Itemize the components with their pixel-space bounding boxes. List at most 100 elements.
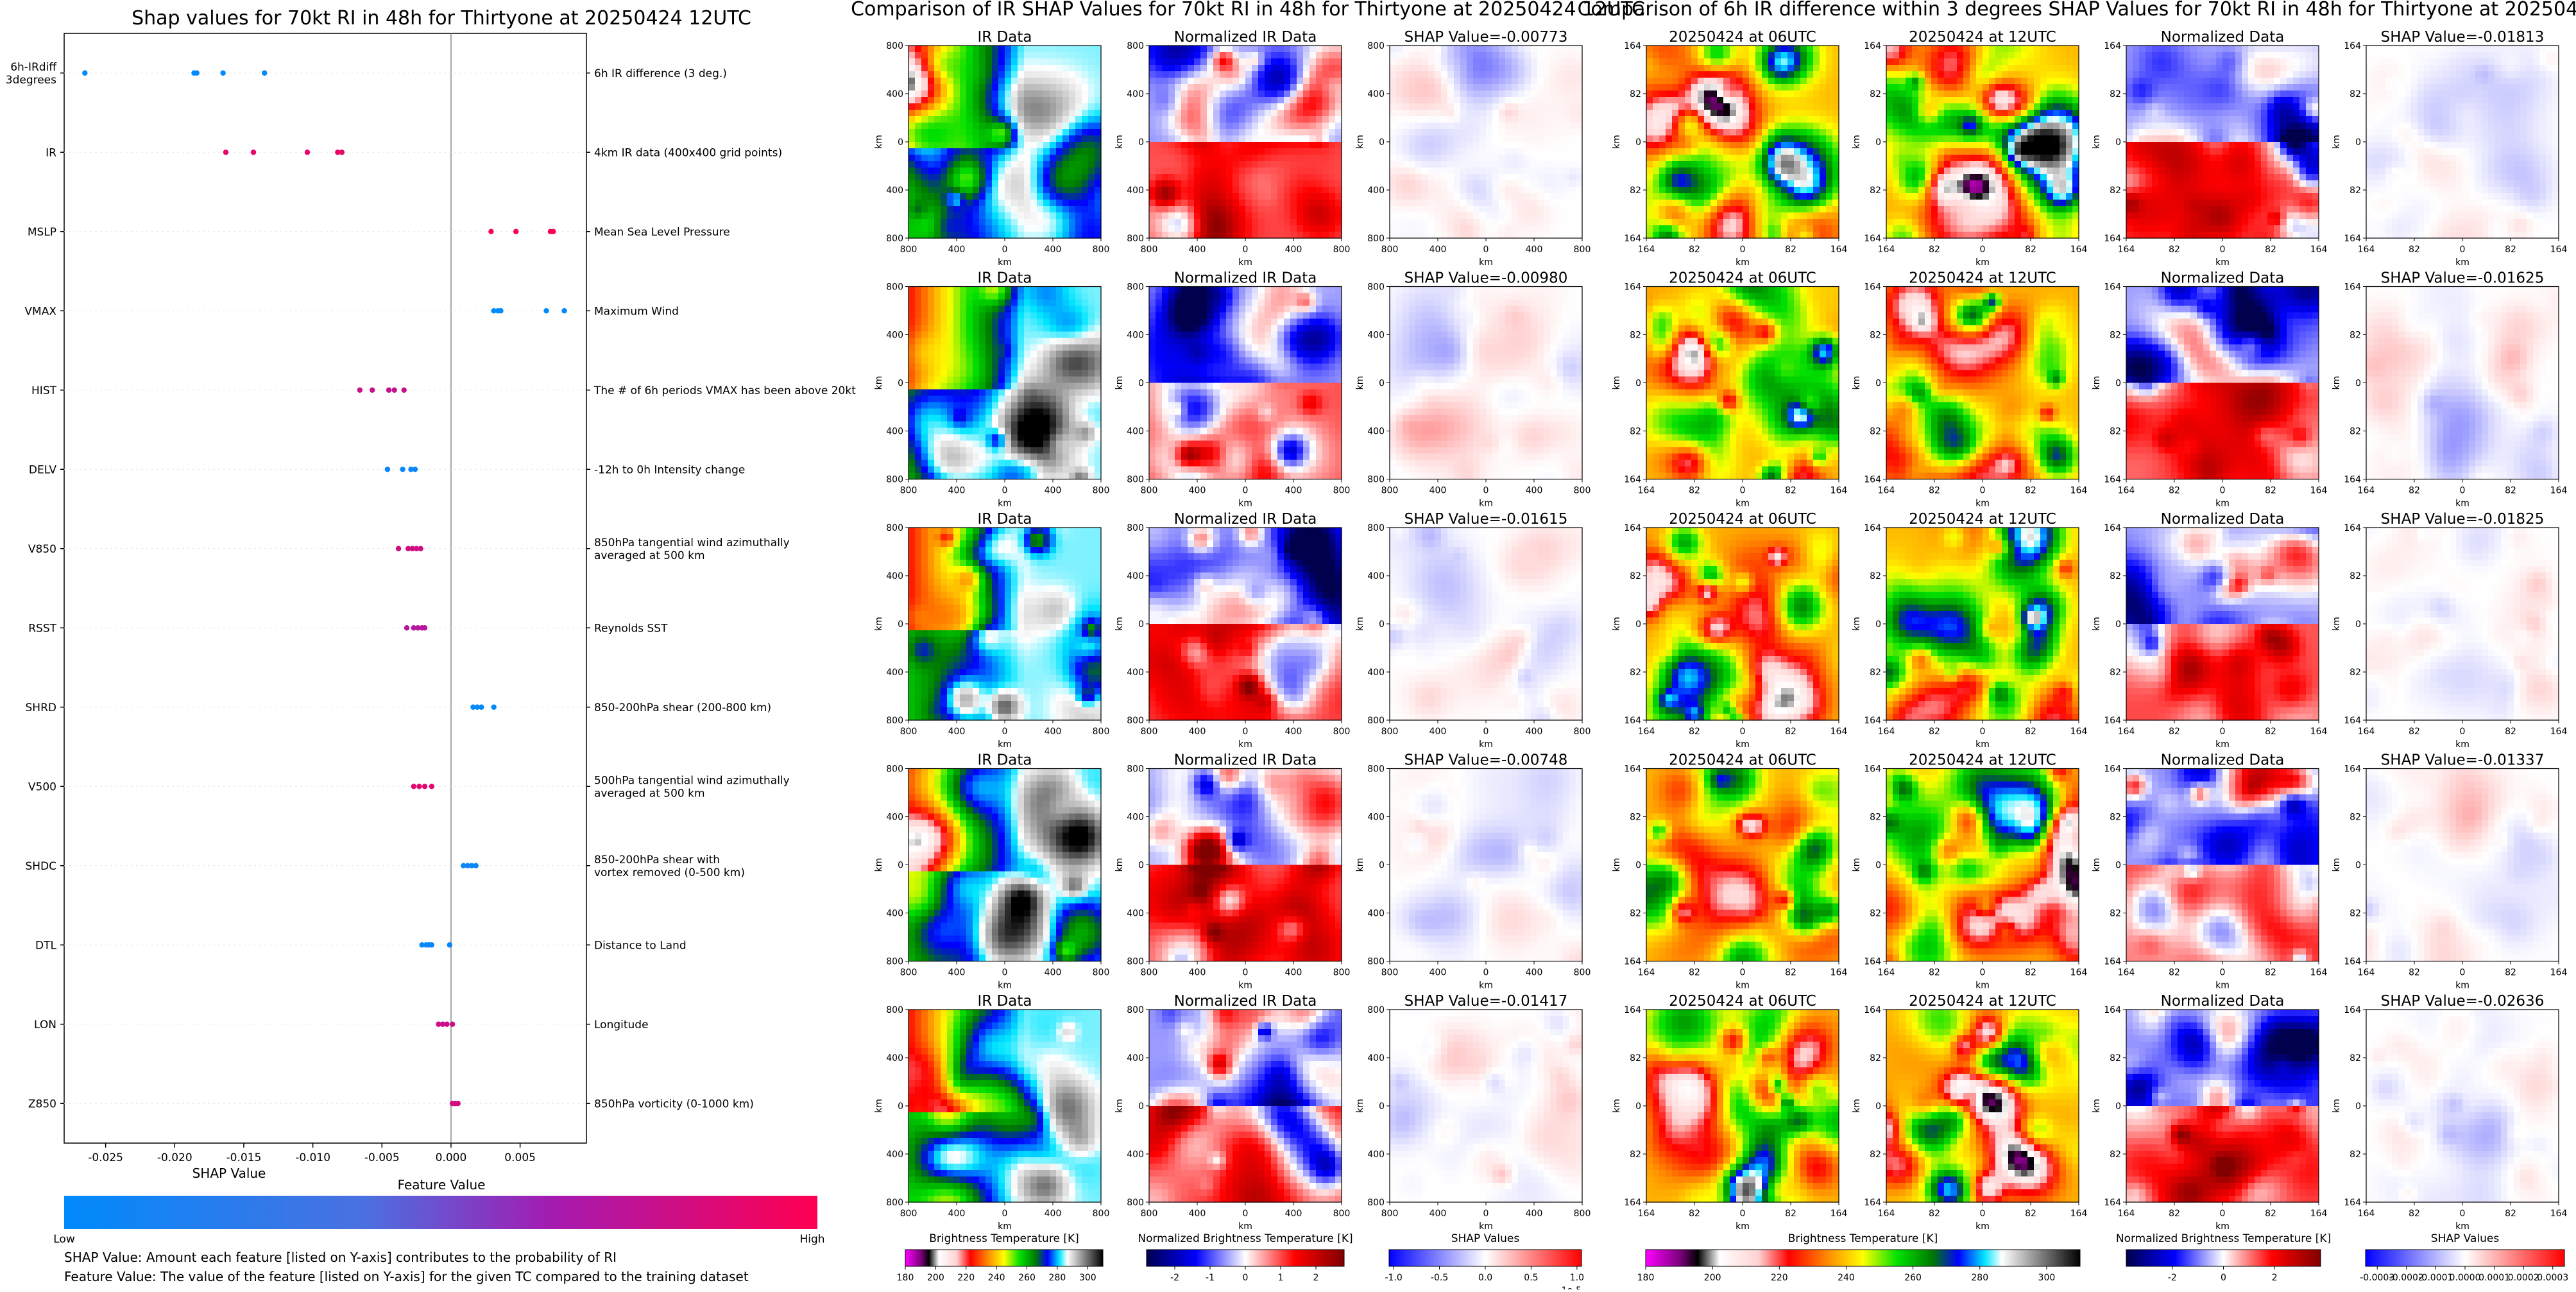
heatmap-cell <box>1505 168 1512 175</box>
heatmap-cell <box>908 396 916 403</box>
heatmap-cell <box>1447 135 1454 142</box>
heatmap-cell <box>1194 287 1201 294</box>
heatmap-cell <box>1473 232 1480 239</box>
heatmap-cell <box>1454 110 1461 117</box>
heatmap-cell <box>1149 306 1156 313</box>
heatmap-cell <box>1213 306 1220 313</box>
heatmap-cell <box>1415 103 1422 110</box>
heatmap-cell <box>1409 142 1416 149</box>
heatmap-cell <box>1422 116 1429 123</box>
heatmap-cell <box>973 435 980 442</box>
heatmap-cell <box>1258 415 1265 422</box>
heatmap-cell <box>1512 180 1519 187</box>
heatmap-cell <box>1316 187 1323 194</box>
heatmap-cell <box>1162 313 1169 320</box>
heatmap-cell <box>1005 180 1012 187</box>
heatmap-cell <box>1181 71 1188 78</box>
heatmap-cell <box>1467 58 1474 65</box>
heatmap-cell <box>1499 193 1506 200</box>
heatmap-cell <box>1207 103 1214 110</box>
heatmap-cell <box>1441 155 1448 162</box>
heatmap-cell <box>941 129 948 136</box>
heatmap-cell <box>1233 415 1240 422</box>
heatmap-cell <box>1188 293 1195 300</box>
heatmap-cell <box>1277 174 1284 181</box>
heatmap-cell <box>934 135 941 142</box>
heatmap-cell <box>1213 293 1220 300</box>
heatmap-cell <box>1415 97 1422 104</box>
heatmap-cell <box>1537 212 1544 220</box>
heatmap-cell <box>1168 193 1175 200</box>
heatmap-cell <box>1175 345 1182 352</box>
heatmap-cell <box>1531 90 1538 98</box>
heatmap-cell <box>1043 97 1050 104</box>
heatmap-cell <box>1043 390 1050 397</box>
heatmap-cell <box>1188 187 1195 194</box>
heatmap-cell <box>1518 129 1525 136</box>
heatmap-cell <box>1322 168 1329 175</box>
heatmap-cell <box>1409 174 1416 181</box>
heatmap-cell <box>1390 52 1397 59</box>
heatmap-cell <box>985 142 993 149</box>
x-tick-label: 800 <box>900 245 917 255</box>
heatmap-cell <box>1277 180 1284 187</box>
heatmap-cell <box>921 332 928 339</box>
heatmap-cell <box>1156 180 1163 187</box>
heatmap-cell <box>1056 300 1063 307</box>
x-tick-label: 800 <box>1093 245 1110 255</box>
heatmap-cell <box>908 435 916 442</box>
heatmap-cell <box>1492 193 1499 200</box>
heatmap-cell <box>985 90 993 98</box>
heatmap-cell <box>1194 396 1201 403</box>
heatmap-cell <box>1271 180 1278 187</box>
heatmap-cell <box>908 345 916 352</box>
heatmap-cell <box>1544 219 1551 226</box>
heatmap-cell <box>1088 161 1095 168</box>
heatmap-cell <box>1095 409 1102 416</box>
heatmap-cell <box>1050 332 1057 339</box>
heatmap-cell <box>973 383 980 390</box>
heatmap-cell <box>1258 396 1265 403</box>
heatmap-cell <box>1200 357 1207 365</box>
heatmap-cell <box>1239 116 1246 123</box>
heatmap-cell <box>1043 383 1050 390</box>
heatmap-cell <box>1062 422 1070 429</box>
heatmap-cell <box>953 78 960 85</box>
heatmap-cell <box>908 351 916 358</box>
heatmap-cell <box>1252 123 1259 130</box>
shap-point <box>385 467 390 472</box>
heatmap-cell <box>1075 454 1082 461</box>
heatmap-cell <box>1024 377 1031 384</box>
heatmap-cell <box>1062 232 1070 239</box>
heatmap-cell <box>1168 58 1175 65</box>
heatmap-cell <box>1200 46 1207 53</box>
heatmap-cell <box>1245 325 1252 332</box>
heatmap-cell <box>1303 148 1310 155</box>
heatmap-cell <box>960 232 967 239</box>
heatmap-cell <box>1265 180 1272 187</box>
heatmap-cell <box>1226 370 1233 377</box>
heatmap-cell <box>1460 200 1467 207</box>
heatmap-cell <box>1011 319 1018 326</box>
heatmap-cell <box>1181 225 1188 232</box>
heatmap-cell <box>1447 212 1454 220</box>
heatmap-cell <box>1233 232 1240 239</box>
heatmap-cell <box>1265 103 1272 110</box>
heatmap-cell <box>1271 396 1278 403</box>
heatmap-cell <box>1088 370 1095 377</box>
heatmap-cell <box>1037 116 1044 123</box>
heatmap-cell <box>1018 212 1025 220</box>
heatmap-cell <box>979 84 986 91</box>
heatmap-cell <box>966 155 973 162</box>
heatmap-cell <box>1037 409 1044 416</box>
heatmap-cell <box>1409 78 1416 85</box>
heatmap-cell <box>1537 78 1544 85</box>
heatmap-cell <box>915 300 922 307</box>
heatmap-cell <box>941 473 948 480</box>
heatmap-cell <box>1188 110 1195 117</box>
heatmap-cell <box>992 325 999 332</box>
heatmap-cell <box>1005 306 1012 313</box>
heatmap-cell <box>985 357 993 365</box>
heatmap-cell <box>934 225 941 232</box>
heatmap-cell <box>1524 142 1531 149</box>
